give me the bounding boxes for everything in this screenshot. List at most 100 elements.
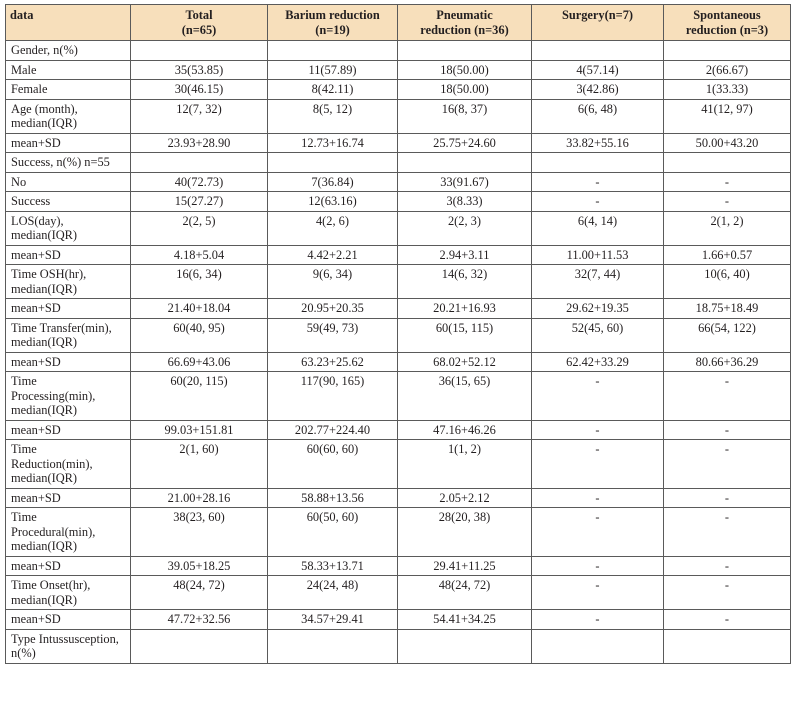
column-header-line: reduction (n=3) (685, 22, 769, 37)
table-cell: 28(20, 38) (397, 507, 532, 557)
table-row: Success, n(%) n=55 (5, 152, 791, 173)
row-label-line: median(IQR) (11, 228, 78, 242)
row-label-line: Time Onset(hr), (11, 578, 91, 592)
table-cell: 60(60, 60) (267, 439, 398, 489)
table-cell: - (531, 439, 664, 489)
table-cell: 1.66+0.57 (663, 244, 791, 265)
table-cell (397, 152, 532, 173)
table-cell: 4(2, 6) (267, 210, 398, 246)
table-header-row: data Total (n=65) Barium reduction (n=19) Pne… (5, 4, 791, 41)
row-label: mean+SD (5, 555, 131, 576)
row-label-line: Gender, n(%) (11, 43, 78, 57)
row-label: LOS(day), median(IQR) (5, 210, 131, 246)
table-cell: 18.75+18.49 (663, 298, 791, 319)
table-cell: 66.69+43.06 (130, 351, 268, 372)
data-table-container: data Total (n=65) Barium reduction (n=19) Pne… (5, 4, 791, 664)
table-cell (663, 152, 791, 173)
row-label-line: Reduction(min), (11, 456, 93, 471)
column-header-line: Spontaneous (693, 8, 761, 22)
row-label-line: mean+SD (11, 354, 61, 369)
table-cell (663, 40, 791, 61)
table-cell: 6(6, 48) (531, 98, 664, 134)
table-cell: 33.82+55.16 (531, 132, 664, 153)
table-cell: - (531, 371, 664, 421)
table-cell: 60(50, 60) (267, 507, 398, 557)
table-row: mean+SD 66.69+43.06 63.23+25.62 68.02+52.12… (5, 351, 791, 372)
row-label-line: median(IQR) (11, 471, 78, 485)
table-row: Time Procedural(min), median(IQR) 38(23, 60… (5, 507, 791, 557)
table-cell: 4(57.14) (531, 59, 664, 80)
table-cell: 2(2, 3) (397, 210, 532, 246)
row-label-line: median(IQR) (11, 539, 78, 553)
table-cell: 35(53.85) (130, 59, 268, 80)
table-cell: 21.00+28.16 (130, 487, 268, 508)
row-label-line: Success, n(%) n=55 (11, 155, 110, 169)
table-cell: 23.93+28.90 (130, 132, 268, 153)
table-row: Female 30(46.15) 8(42.11) 18(50.00) 3(42.86)… (5, 79, 791, 100)
table-row: mean+SD 21.40+18.04 20.95+20.35 20.21+16.93… (5, 298, 791, 319)
row-label-line: Processing(min), (11, 388, 96, 403)
table-cell: 48(24, 72) (397, 575, 532, 610)
table-cell: 25.75+24.60 (397, 132, 532, 153)
row-label-line: Success (11, 194, 51, 208)
table-cell: - (531, 191, 664, 212)
row-label-line: mean+SD (11, 558, 61, 573)
table-cell: - (531, 419, 664, 440)
table-cell (531, 628, 664, 664)
table-cell: 63.23+25.62 (267, 351, 398, 372)
table-cell: 8(42.11) (267, 79, 398, 100)
row-label: Male (5, 59, 131, 80)
header-data: data (5, 4, 131, 41)
table-row: Gender, n(%) (5, 40, 791, 61)
table-cell: 20.21+16.93 (397, 298, 532, 319)
table-row: Time OSH(hr), median(IQR) 16(6, 34) 9(6, 34… (5, 264, 791, 299)
table-cell: 12(63.16) (267, 191, 398, 212)
table-row: Type Intussusception, n(%) (5, 628, 791, 664)
row-label: No (5, 171, 131, 192)
table-cell: - (663, 487, 791, 508)
table-cell (130, 152, 268, 173)
column-header-line: (n=19) (315, 22, 350, 37)
table-cell: 60(15, 115) (397, 317, 532, 353)
table-cell (267, 628, 398, 664)
table-cell: 50.00+43.20 (663, 132, 791, 153)
table-cell: 47.16+46.26 (397, 419, 532, 440)
row-label-line: median(IQR) (11, 592, 78, 607)
row-label: mean+SD (5, 419, 131, 440)
table-cell: - (531, 487, 664, 508)
table-cell: 36(15, 65) (397, 371, 532, 421)
table-cell: 21.40+18.04 (130, 298, 268, 319)
row-label: mean+SD (5, 132, 131, 153)
table-cell: 10(6, 40) (663, 264, 791, 299)
row-label-line: Time OSH(hr), (11, 267, 87, 281)
table-cell: - (663, 555, 791, 576)
table-row: mean+SD 21.00+28.16 58.88+13.56 2.05+2.12- - (5, 487, 791, 508)
table-row: No 40(72.73) 7(36.84) 33(91.67) - - (5, 171, 791, 192)
header-surgery: Surgery(n=7) (531, 4, 664, 41)
row-label: Success (5, 191, 131, 212)
table-cell: 202.77+224.40 (267, 419, 398, 440)
table-cell (130, 628, 268, 664)
table-cell: - (663, 575, 791, 610)
row-label: mean+SD (5, 244, 131, 265)
table-cell (130, 40, 268, 61)
table-cell: - (663, 191, 791, 212)
table-cell: 30(46.15) (130, 79, 268, 100)
table-cell: 58.33+13.71 (267, 555, 398, 576)
table-cell: - (531, 507, 664, 557)
table-cell (267, 40, 398, 61)
row-label-line: median(IQR) (11, 281, 78, 296)
row-label: mean+SD (5, 609, 131, 630)
table-cell: 117(90, 165) (267, 371, 398, 421)
table-cell: - (531, 609, 664, 630)
row-label: Time OSH(hr), median(IQR) (5, 264, 131, 299)
column-header-line: reduction (n=36) (420, 22, 509, 37)
table-cell (397, 40, 532, 61)
table-cell: 48(24, 72) (130, 575, 268, 610)
table-cell: 60(20, 115) (130, 371, 268, 421)
table-cell: 4.18+5.04 (130, 244, 268, 265)
header-pneumatic-reduction: Pneumatic reduction (n=36) (397, 4, 532, 41)
row-label: Time Transfer(min), median(IQR) (5, 317, 131, 353)
row-label-line: mean+SD (11, 247, 61, 262)
column-header-line: Barium reduction (285, 8, 380, 22)
